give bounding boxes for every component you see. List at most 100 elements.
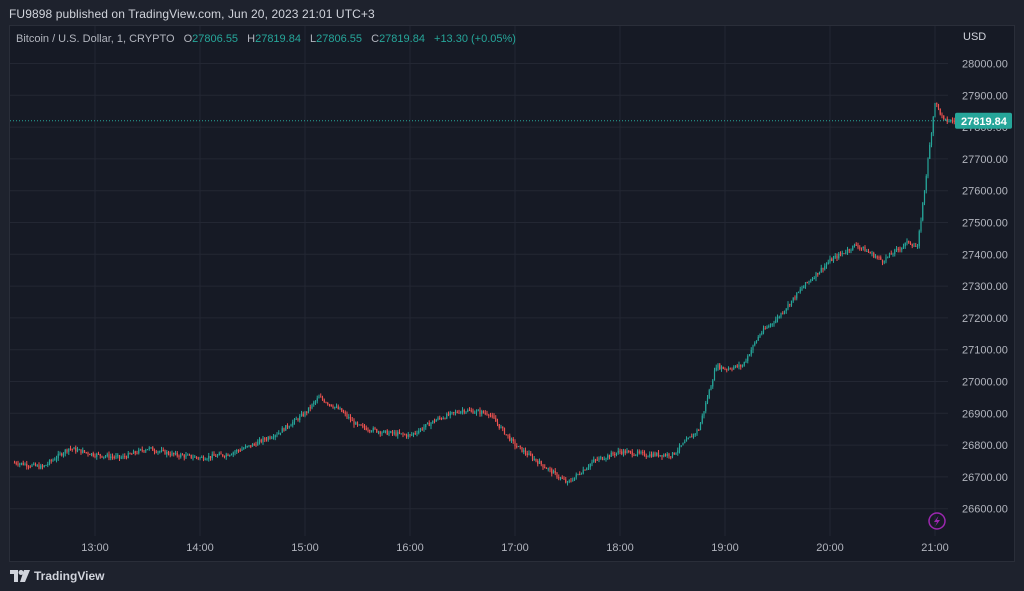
tradingview-logo[interactable]: TradingView — [10, 569, 104, 583]
currency-label[interactable]: USD — [963, 31, 987, 43]
candle — [775, 316, 777, 324]
candle — [605, 457, 607, 462]
chart-frame[interactable] — [9, 25, 1015, 562]
candle — [507, 434, 509, 439]
candle — [932, 116, 934, 137]
candle — [808, 280, 810, 285]
candle — [90, 452, 93, 457]
candle — [871, 250, 873, 257]
candle — [379, 430, 381, 437]
candle — [601, 456, 604, 461]
candle — [358, 424, 360, 426]
candle — [332, 404, 334, 409]
candle — [719, 362, 721, 371]
candle — [96, 452, 98, 460]
candle — [852, 245, 854, 251]
candle — [859, 245, 861, 251]
candle — [622, 448, 625, 457]
candle — [547, 467, 549, 472]
candle — [953, 117, 955, 125]
candle — [743, 361, 745, 367]
symbol-title[interactable]: Bitcoin / U.S. Dollar, 1, CRYPTO — [16, 33, 175, 45]
candle — [582, 466, 584, 475]
candle — [488, 413, 490, 419]
candle — [383, 430, 385, 434]
candle — [559, 476, 562, 481]
candle — [722, 366, 724, 370]
candle — [873, 251, 875, 259]
candle — [78, 448, 80, 451]
last-price-tag — [955, 112, 1012, 129]
candle — [752, 344, 754, 354]
candle — [104, 454, 107, 459]
candle — [790, 300, 793, 307]
candle — [460, 410, 462, 415]
candle — [145, 448, 147, 454]
candle — [108, 451, 110, 461]
candle — [664, 453, 667, 457]
candle — [853, 243, 856, 248]
candle — [813, 276, 815, 280]
candle — [152, 446, 154, 451]
candle — [769, 323, 772, 328]
candle — [274, 434, 276, 441]
candle — [565, 476, 567, 484]
candle — [243, 446, 245, 450]
candle — [22, 460, 24, 466]
candle — [244, 444, 247, 449]
candle — [689, 436, 691, 438]
candle — [344, 410, 346, 417]
candle — [64, 448, 66, 457]
candle — [944, 118, 947, 121]
candle — [402, 432, 404, 438]
candle — [831, 257, 833, 262]
candle — [185, 452, 187, 459]
high-value: 27819.84 — [255, 33, 301, 45]
candle — [178, 454, 180, 460]
candle — [803, 285, 805, 289]
candle — [138, 447, 140, 455]
candle — [15, 461, 17, 466]
candle — [699, 421, 702, 431]
candle — [832, 255, 835, 263]
candle — [295, 416, 297, 420]
candle — [628, 449, 630, 454]
candle — [31, 463, 33, 468]
candle — [397, 430, 399, 439]
candle — [880, 255, 882, 260]
candle — [339, 406, 341, 410]
open-key: O — [183, 33, 193, 45]
price-tick-label: 27500.00 — [962, 218, 1008, 230]
candle — [250, 445, 252, 449]
price-tick-label: 27700.00 — [962, 154, 1008, 166]
candle — [495, 415, 497, 422]
candle — [734, 365, 737, 369]
candle — [745, 358, 747, 364]
lightning-icon[interactable] — [928, 512, 946, 530]
candle — [29, 465, 31, 469]
candle — [418, 428, 420, 435]
candle — [838, 251, 840, 260]
candlestick-series — [13, 102, 961, 486]
candle — [194, 454, 196, 458]
candle — [131, 452, 133, 455]
candle — [269, 435, 271, 440]
candle — [356, 421, 359, 427]
candle — [220, 451, 222, 455]
time-tick-label: 19:00 — [711, 542, 739, 554]
candle — [134, 450, 136, 456]
candle — [124, 453, 126, 460]
candle — [906, 238, 908, 246]
candle — [195, 456, 198, 460]
candle — [202, 455, 205, 462]
candle — [468, 407, 471, 412]
candle — [426, 422, 429, 425]
candle — [804, 282, 807, 289]
candle — [901, 247, 903, 253]
price-tick-label: 26600.00 — [962, 504, 1008, 516]
candle — [516, 443, 518, 449]
time-tick-label: 15:00 — [291, 542, 319, 554]
candle — [822, 267, 824, 273]
time-tick-label: 18:00 — [606, 542, 634, 554]
